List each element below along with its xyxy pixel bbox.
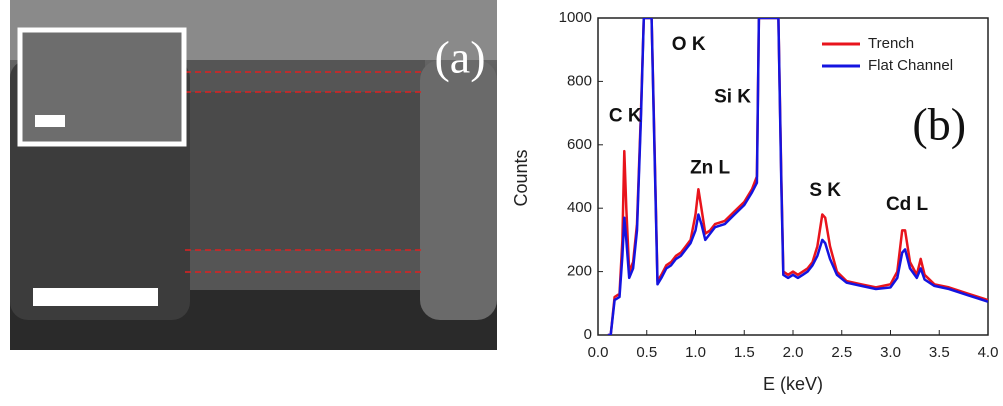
- legend-label: Trench: [868, 35, 914, 52]
- x-tick-label: 2.5: [831, 344, 852, 361]
- y-tick-label: 800: [567, 72, 592, 89]
- y-axis-label: Counts: [511, 149, 531, 206]
- annotation: O K: [672, 34, 706, 55]
- x-tick-label: 4.0: [978, 344, 999, 361]
- x-tick-label: 0.5: [636, 344, 657, 361]
- annotation: (b): [912, 99, 966, 150]
- y-tick-label: 200: [567, 263, 592, 280]
- x-tick-label: 3.0: [880, 344, 901, 361]
- annotation: Si K: [714, 86, 751, 107]
- y-tick-label: 1000: [559, 9, 592, 26]
- plot-area: [607, 18, 988, 335]
- annotation: Zn L: [690, 158, 730, 179]
- legend-label: Flat Channel: [868, 57, 953, 74]
- series-line: [607, 18, 988, 335]
- annotation: Cd L: [886, 194, 929, 215]
- x-tick-label: 1.5: [734, 344, 755, 361]
- panel-label: (a): [434, 32, 485, 83]
- y-tick-label: 0: [584, 326, 592, 343]
- y-tick-label: 400: [567, 199, 592, 216]
- x-tick-label: 0.0: [588, 344, 609, 361]
- x-tick-label: 3.5: [929, 344, 950, 361]
- y-tick-label: 600: [567, 136, 592, 153]
- annotation: S K: [809, 180, 841, 201]
- micrograph: (a): [10, 0, 497, 350]
- x-axis-label: E (keV): [763, 374, 823, 394]
- x-tick-label: 1.0: [685, 344, 706, 361]
- annotation: C K: [609, 105, 642, 126]
- x-tick-label: 2.0: [783, 344, 804, 361]
